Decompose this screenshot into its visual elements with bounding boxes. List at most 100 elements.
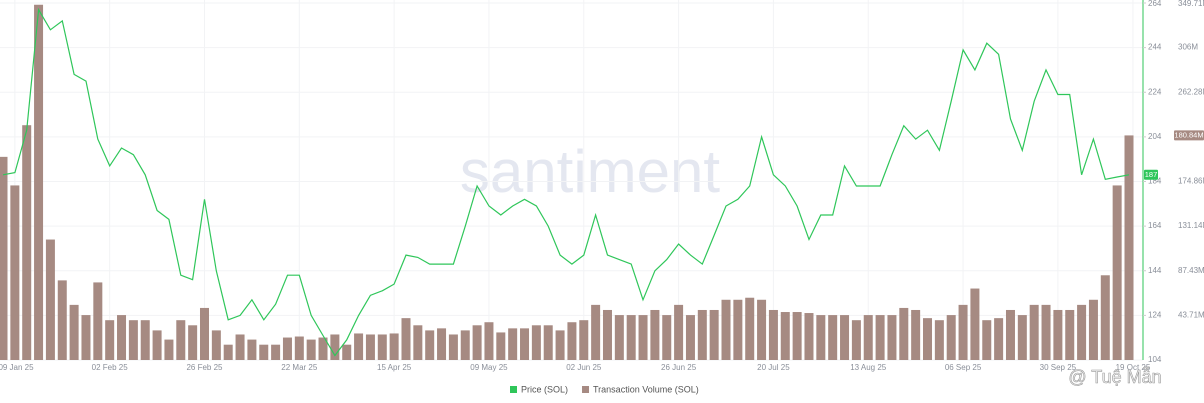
bar: [911, 309, 921, 360]
bar: [674, 304, 684, 360]
bar: [152, 330, 162, 360]
bar: [1100, 275, 1110, 360]
bar: [496, 332, 506, 360]
bar: [484, 322, 494, 360]
bar: [520, 328, 530, 360]
bar: [602, 309, 612, 360]
y-tick-label: 204: [1148, 132, 1162, 141]
x-tick-label: 06 Sep 25: [945, 363, 982, 372]
y2-tick-label: 306M: [1178, 43, 1198, 52]
bar: [69, 304, 79, 360]
bar: [531, 325, 541, 360]
y-tick-label: 244: [1148, 43, 1162, 52]
bar: [164, 339, 174, 360]
bar: [567, 322, 577, 360]
x-tick-label: 09 Jan 25: [0, 363, 34, 372]
y2-tick-label: 43.71M: [1178, 310, 1204, 319]
bar: [709, 309, 719, 360]
bar: [460, 330, 470, 360]
bar: [377, 334, 387, 360]
y2-tick-label: 174.86M: [1178, 177, 1204, 186]
bar: [81, 315, 91, 360]
bar: [685, 315, 695, 360]
bar: [271, 344, 281, 360]
y-tick-label: 164: [1148, 221, 1162, 230]
last-value-label: 180.84M: [1174, 130, 1203, 139]
bar: [117, 315, 127, 360]
bar: [555, 330, 565, 360]
bar: [697, 309, 707, 360]
legend-label: Transaction Volume (SOL): [593, 384, 699, 394]
bar: [851, 320, 861, 360]
bar: [650, 309, 660, 360]
legend-label: Price (SOL): [521, 384, 568, 394]
bar: [1077, 304, 1087, 360]
bar: [923, 318, 933, 360]
axes: 104 124 144 164 184 204 224 244 264 43.71M 87.43M 1…: [0, 0, 1204, 372]
bar: [282, 337, 292, 360]
lines: [2, 7, 1130, 357]
bar: [425, 330, 435, 360]
bar: [1112, 185, 1122, 360]
last-value-badge: [1174, 130, 1204, 141]
bar: [863, 315, 873, 360]
bar: [721, 299, 731, 360]
legend-swatch: [582, 386, 590, 393]
bar: [105, 320, 115, 360]
y-tick-label: 124: [1148, 310, 1162, 319]
last-value-label: 187: [1145, 170, 1158, 179]
bar: [1065, 309, 1075, 360]
bar: [413, 325, 423, 360]
x-tick-label: 09 May 25: [470, 363, 508, 372]
bar: [342, 344, 352, 360]
bar: [994, 318, 1004, 360]
bar: [899, 307, 909, 360]
y-tick-label: 144: [1148, 266, 1162, 275]
bar: [188, 325, 198, 360]
legend: Price (SOL) Transaction Volume (SOL): [510, 384, 699, 394]
bar: [745, 297, 755, 360]
y2-tick-label: 131.14M: [1178, 221, 1204, 230]
bar: [828, 315, 838, 360]
bar: [306, 339, 316, 360]
x-tick-label: 19 Oct 25: [1116, 363, 1151, 372]
bar: [93, 282, 103, 360]
bar: [199, 307, 209, 360]
bar: [543, 325, 553, 360]
y-tick-label: 264: [1148, 0, 1162, 8]
bar: [140, 320, 150, 360]
last-value-badge: [1144, 169, 1158, 180]
credit: @ Tuệ Mẫn: [1068, 366, 1161, 387]
bar: [768, 309, 778, 360]
y-tick-label: 224: [1148, 87, 1162, 96]
bar: [508, 328, 518, 360]
bar: [579, 320, 589, 360]
bar: [259, 344, 269, 360]
bar: [22, 125, 32, 360]
bar: [437, 328, 447, 360]
bar: [1017, 315, 1027, 360]
bar: [1041, 304, 1051, 360]
bar: [970, 288, 980, 360]
price-line: [2, 7, 1130, 357]
x-tick-label: 02 Jun 25: [566, 363, 602, 372]
x-tick-label: 15 Apr 25: [377, 363, 412, 372]
y-tick-label: 184: [1148, 177, 1162, 186]
bar: [10, 185, 20, 360]
bar: [958, 304, 968, 360]
y-tick-label: 104: [1148, 355, 1162, 364]
bar: [946, 315, 956, 360]
bar: [982, 320, 992, 360]
bar: [757, 299, 767, 360]
bar: [662, 315, 672, 360]
bar: [0, 156, 8, 360]
bar: [389, 333, 399, 360]
bar: [448, 334, 458, 360]
bar: [816, 315, 826, 360]
bar: [792, 312, 802, 360]
bar: [247, 339, 257, 360]
bar: [176, 320, 186, 360]
x-tick-label: 26 Jun 25: [661, 363, 697, 372]
bar: [365, 334, 375, 360]
bar: [804, 313, 814, 360]
